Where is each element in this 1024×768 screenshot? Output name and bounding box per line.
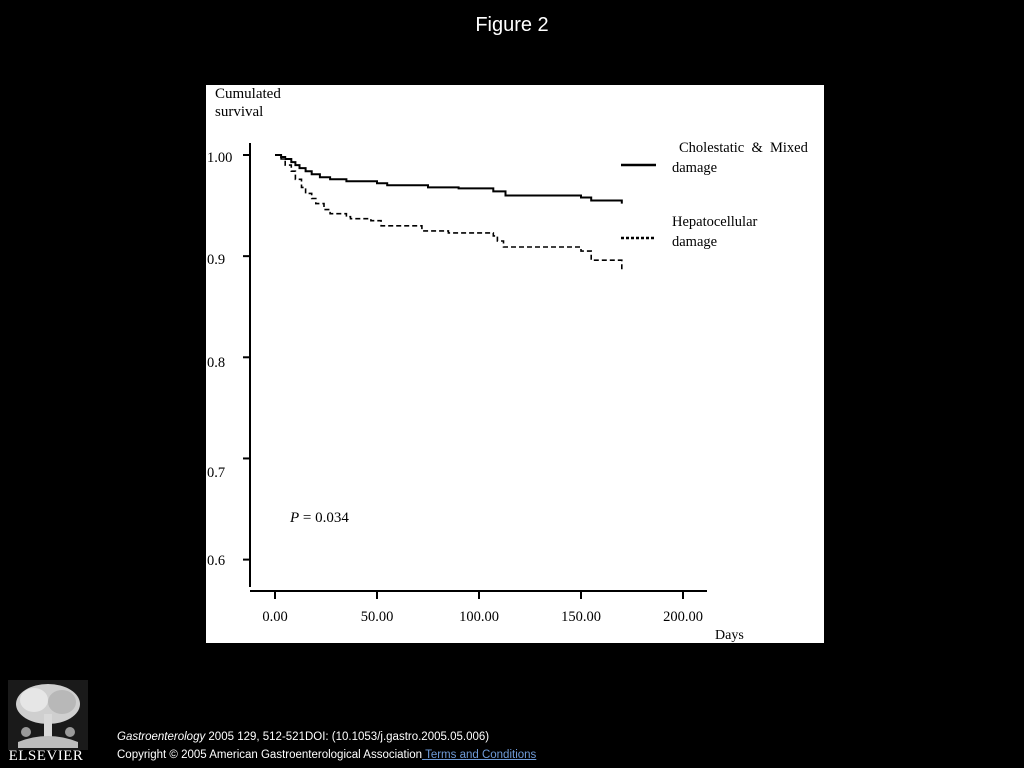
x-tick-label-2: 100.00 xyxy=(459,609,499,625)
legend-label-cholestatic-mixed-line1: Cholestatic & Mixed xyxy=(679,140,809,156)
survival-chart: 1.00 0.9 0.8 0.7 0.6 0.00 50.00 100.00 150.00 200… xyxy=(207,86,809,643)
p-value-annotation: P = 0.034 xyxy=(289,510,349,526)
terms-and-conditions-link[interactable]: Terms and Conditions xyxy=(422,749,537,761)
x-tick-label-1: 50.00 xyxy=(361,609,394,625)
legend-label-hepatocellular-line2: damage xyxy=(672,234,717,250)
series-line-cholestatic-mixed xyxy=(275,154,623,204)
slide-title: Figure 2 xyxy=(475,14,549,36)
x-tick-label-0: 0.00 xyxy=(262,609,287,625)
copyright-text: Copyright © 2005 American Gastroenterolo… xyxy=(117,749,423,761)
axes: 1.00 0.9 0.8 0.7 0.6 0.00 50.00 100.00 150.00 200… xyxy=(207,143,707,625)
y-tick-label-3: 0.7 xyxy=(207,465,225,481)
series-line-hepatocellular xyxy=(275,154,623,272)
y-tick-label-4: 0.6 xyxy=(207,553,225,569)
x-tick-label-3: 150.00 xyxy=(561,609,601,625)
elsevier-tree-logo-icon xyxy=(8,680,88,750)
y-tick-label-0: 1.00 xyxy=(207,150,232,166)
legend-label-hepatocellular-line1: Hepatocellular xyxy=(672,214,758,230)
citation-details: 2005 129, 512-521DOI: (10.1053/j.gastro.… xyxy=(205,731,490,743)
y-axis-label-line1: Cumulated xyxy=(215,86,281,102)
y-tick-label-2: 0.8 xyxy=(207,355,225,371)
series-layer xyxy=(275,154,623,272)
y-axis-label-line2: survival xyxy=(215,104,263,120)
p-value-number: = 0.034 xyxy=(299,510,349,526)
y-tick-label-1: 0.9 xyxy=(207,252,225,268)
copyright-line: Copyright © 2005 American Gastroenterolo… xyxy=(117,749,536,761)
journal-name: Gastroenterology xyxy=(117,731,206,743)
figure-panel: 1.00 0.9 0.8 0.7 0.6 0.00 50.00 100.00 150.00 200… xyxy=(206,85,824,643)
legend-label-cholestatic-mixed-line2: damage xyxy=(672,160,717,176)
p-value-symbol: P xyxy=(289,510,299,526)
elsevier-wordmark: ELSEVIER xyxy=(8,748,84,764)
citation-line: Gastroenterology 2005 129, 512-521DOI: (… xyxy=(117,731,489,743)
x-axis-label: Days xyxy=(715,628,744,643)
x-tick-label-4: 200.00 xyxy=(663,609,703,625)
